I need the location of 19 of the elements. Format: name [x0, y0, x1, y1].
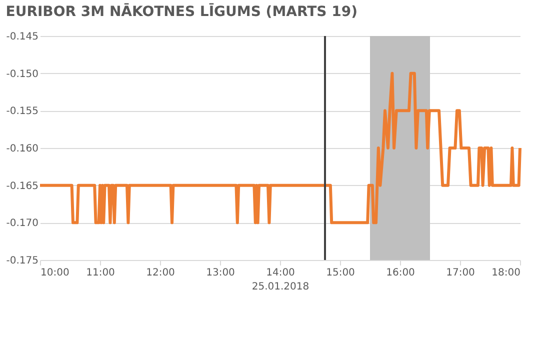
y-tick-label: -0.170 — [6, 218, 38, 230]
x-tick-label: 17:00 — [446, 268, 475, 278]
x-tick-label: 15:00 — [326, 268, 355, 278]
y-tick-label: -0.165 — [6, 180, 38, 192]
y-tick-label: -0.150 — [6, 68, 38, 80]
x-tick-label: 10:00 — [40, 268, 70, 278]
y-tick-label: -0.145 — [6, 32, 38, 42]
chart-title: EURIBOR 3M NĀKOTNES LĪGUMS (MARTS 19) — [6, 3, 358, 20]
x-axis-title: 25.01.2018 — [252, 282, 310, 292]
x-tick-label: 14:00 — [266, 268, 295, 278]
line-series — [38, 72, 522, 224]
x-tick-label: 18:00 — [492, 268, 520, 278]
x-tick-label: 16:00 — [386, 268, 415, 278]
x-tick-label: 13:00 — [206, 268, 235, 278]
y-tick-label: -0.155 — [6, 106, 38, 118]
y-tick-label: -0.175 — [6, 256, 38, 266]
x-tick-label: 11:00 — [86, 268, 115, 278]
x-tick-label: 12:00 — [146, 268, 175, 278]
y-tick-label: -0.160 — [6, 144, 38, 154]
